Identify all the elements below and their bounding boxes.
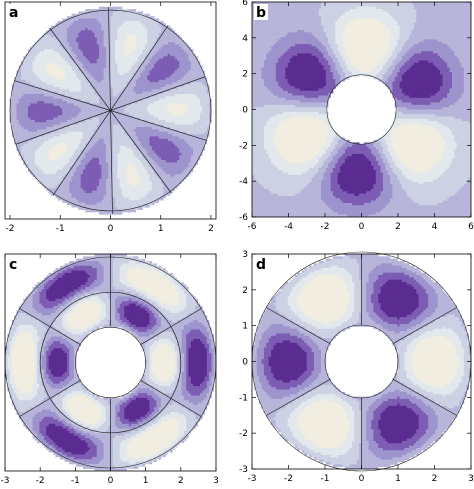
x-tick-label: 1 <box>395 474 401 484</box>
y-tick-label: 2 <box>242 286 248 296</box>
nodal-line <box>110 110 207 141</box>
y-tick-label: 0 <box>242 358 248 368</box>
nodal-circle <box>39 291 182 434</box>
nodal-line <box>140 380 203 418</box>
x-tick-label: -1 <box>56 224 65 234</box>
y-tick-label: 0 <box>242 106 248 116</box>
x-tick-label: -2 <box>36 476 45 486</box>
x-tick-label: -3 <box>248 474 257 484</box>
nodal-line <box>18 380 81 418</box>
y-tick-label: -1 <box>239 393 248 403</box>
x-tick-label: 0 <box>108 476 114 486</box>
panel-letter-bg <box>7 256 21 272</box>
x-tick-label: 2 <box>178 476 184 486</box>
x-tick-label: -6 <box>248 222 257 232</box>
x-tick-label: 0 <box>359 222 365 232</box>
nodal-line <box>266 379 331 416</box>
x-tick-label: -2 <box>321 222 330 232</box>
panel-letter: d <box>256 257 266 273</box>
y-tick-label: 6 <box>242 0 248 8</box>
contour-fill-b <box>252 2 471 217</box>
y-tick-label: 4 <box>242 34 248 44</box>
nodal-line <box>110 76 206 111</box>
y-tick-label: -4 <box>239 177 248 187</box>
nodal-lines-a <box>14 7 207 214</box>
panel-letter: a <box>9 5 18 21</box>
panel-c: -3 -2 -1 0 1 2 3 c <box>1 253 219 486</box>
nodal-line <box>18 307 81 345</box>
inner-hole <box>75 327 146 398</box>
x-tick-label: 3 <box>213 476 219 486</box>
y-tick-label: 1 <box>242 322 248 332</box>
nodal-line <box>14 80 111 111</box>
nodal-line <box>49 27 111 111</box>
nodal-line <box>266 307 331 344</box>
x-tick-label: 4 <box>432 222 438 232</box>
x-tick-label: 0 <box>108 224 114 234</box>
contour-fill-a <box>9 6 212 215</box>
nodal-line <box>392 379 457 416</box>
inner-hole <box>326 74 397 145</box>
y-tick-label: -2 <box>239 141 248 151</box>
x-tick-label: 6 <box>468 222 474 232</box>
x-tick-label: 2 <box>395 222 401 232</box>
nodal-line <box>392 307 457 344</box>
panel-letter-bg <box>254 4 268 20</box>
x-tick-label: 1 <box>143 476 149 486</box>
x-tick-label: -1 <box>321 474 330 484</box>
nodal-line <box>140 307 203 345</box>
nodal-line <box>108 7 111 111</box>
y-tick-label: 2 <box>242 70 248 80</box>
x-tick-label: 2 <box>208 224 214 234</box>
nodal-lines-c <box>18 254 203 471</box>
y-tick-label: 3 <box>242 250 248 260</box>
x-tick-label: 3 <box>468 474 474 484</box>
x-tick-label: 2 <box>432 474 438 484</box>
nodal-line <box>15 110 111 145</box>
nodal-line <box>110 110 113 214</box>
nodal-line <box>52 110 111 196</box>
contour-fill-d <box>252 254 471 469</box>
outer-boundary <box>9 9 212 212</box>
x-tick-label: -2 <box>284 474 293 484</box>
x-tick-label: -1 <box>71 476 80 486</box>
x-tick-label: 1 <box>158 224 164 234</box>
x-tick-label: 0 <box>359 474 365 484</box>
nodal-line <box>110 25 169 111</box>
x-tick-label: -2 <box>6 224 15 234</box>
panel-letter: b <box>256 5 266 21</box>
contour-fill-c <box>5 254 216 471</box>
nodal-lines-d <box>266 254 457 469</box>
x-tick-label: -3 <box>1 476 10 486</box>
x-tick-label: -4 <box>284 222 293 232</box>
y-tick-label: -2 <box>239 429 248 439</box>
y-tick-label: -6 <box>239 213 248 223</box>
nodal-line <box>110 110 172 194</box>
y-tick-label: -3 <box>239 465 248 475</box>
panel-letter-bg <box>254 256 268 272</box>
panel-letter: c <box>9 257 17 273</box>
panel-letter-bg <box>7 4 21 20</box>
panel-a: -2 -1 0 1 2 a <box>4 1 217 234</box>
